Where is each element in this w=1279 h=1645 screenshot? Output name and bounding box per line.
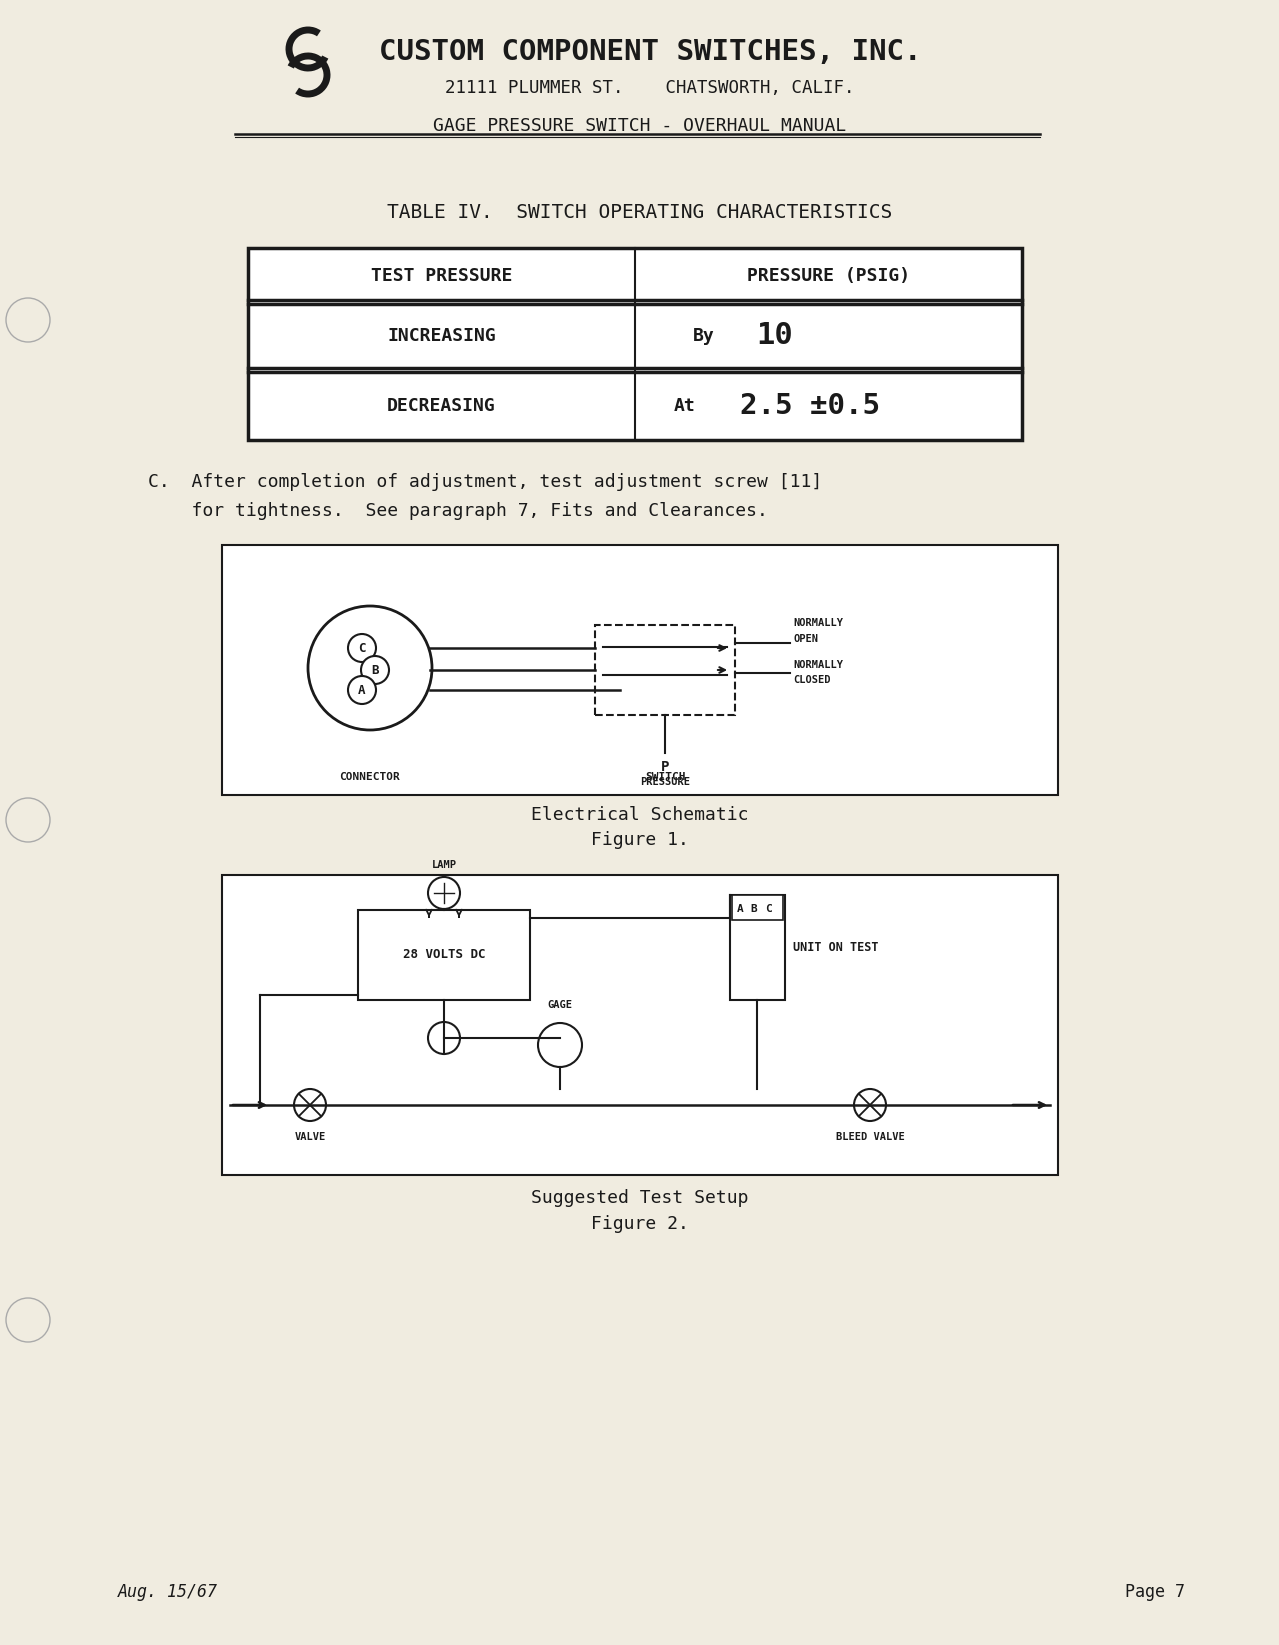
Text: PRESSURE (PSIG): PRESSURE (PSIG): [747, 266, 911, 285]
Circle shape: [348, 633, 376, 661]
Text: DECREASING: DECREASING: [388, 396, 496, 415]
Bar: [732, 895, 783, 920]
Circle shape: [428, 877, 460, 910]
Text: A: A: [737, 905, 743, 915]
Text: VALVE: VALVE: [294, 1132, 326, 1142]
Text: A: A: [358, 684, 366, 696]
Text: CUSTOM COMPONENT SWITCHES, INC.: CUSTOM COMPONENT SWITCHES, INC.: [379, 38, 921, 66]
Bar: [358, 910, 530, 1000]
Text: OPEN: OPEN: [793, 633, 819, 643]
Text: 21111 PLUMMER ST.    CHATSWORTH, CALIF.: 21111 PLUMMER ST. CHATSWORTH, CALIF.: [445, 79, 854, 97]
Text: By: By: [693, 327, 715, 345]
Text: SWITCH: SWITCH: [645, 772, 686, 781]
Bar: [730, 895, 785, 1000]
Circle shape: [6, 298, 50, 342]
Text: GAGE PRESSURE SWITCH - OVERHAUL MANUAL: GAGE PRESSURE SWITCH - OVERHAUL MANUAL: [434, 117, 847, 135]
Bar: [223, 544, 1058, 795]
Text: Page 7: Page 7: [1126, 1582, 1186, 1601]
Circle shape: [854, 1089, 886, 1120]
Text: B: B: [751, 905, 757, 915]
Circle shape: [294, 1089, 326, 1120]
Text: C: C: [358, 642, 366, 655]
Text: 28 VOLTS DC: 28 VOLTS DC: [403, 949, 485, 961]
Text: Figure 2.: Figure 2.: [591, 1216, 689, 1234]
Text: CLOSED: CLOSED: [793, 674, 830, 684]
Text: GAGE: GAGE: [547, 1000, 573, 1010]
Text: NORMALLY: NORMALLY: [793, 619, 843, 628]
Text: Figure 1.: Figure 1.: [591, 831, 689, 849]
Circle shape: [6, 1298, 50, 1342]
Text: P: P: [661, 760, 669, 775]
Text: for tightness.  See paragraph 7, Fits and Clearances.: for tightness. See paragraph 7, Fits and…: [148, 502, 767, 520]
Circle shape: [361, 656, 389, 684]
Text: UNIT ON TEST: UNIT ON TEST: [793, 941, 879, 954]
Bar: [248, 248, 1022, 439]
Text: C: C: [765, 905, 771, 915]
Text: C.  After completion of adjustment, test adjustment screw [11]: C. After completion of adjustment, test …: [148, 474, 822, 490]
Text: Electrical Schematic: Electrical Schematic: [531, 806, 748, 824]
Text: TABLE IV.  SWITCH OPERATING CHARACTERISTICS: TABLE IV. SWITCH OPERATING CHARACTERISTI…: [388, 204, 893, 222]
Text: CONNECTOR: CONNECTOR: [340, 772, 400, 781]
Text: NORMALLY: NORMALLY: [793, 660, 843, 670]
Text: Aug. 15/67: Aug. 15/67: [118, 1582, 217, 1601]
Text: 2.5 ±0.5: 2.5 ±0.5: [741, 392, 880, 419]
Circle shape: [428, 1022, 460, 1054]
Text: 10: 10: [757, 321, 793, 350]
Text: LAMP: LAMP: [431, 860, 457, 870]
Text: Suggested Test Setup: Suggested Test Setup: [531, 1189, 748, 1207]
Bar: [595, 625, 735, 716]
Circle shape: [538, 1023, 582, 1068]
Text: B: B: [371, 663, 379, 676]
Text: PRESSURE: PRESSURE: [640, 776, 689, 786]
Circle shape: [308, 605, 432, 730]
Text: BLEED VALVE: BLEED VALVE: [835, 1132, 904, 1142]
Circle shape: [6, 798, 50, 842]
Text: INCREASING: INCREASING: [388, 327, 496, 345]
Text: TEST PRESSURE: TEST PRESSURE: [371, 266, 512, 285]
Circle shape: [348, 676, 376, 704]
Bar: [223, 875, 1058, 1175]
Text: At: At: [673, 396, 694, 415]
